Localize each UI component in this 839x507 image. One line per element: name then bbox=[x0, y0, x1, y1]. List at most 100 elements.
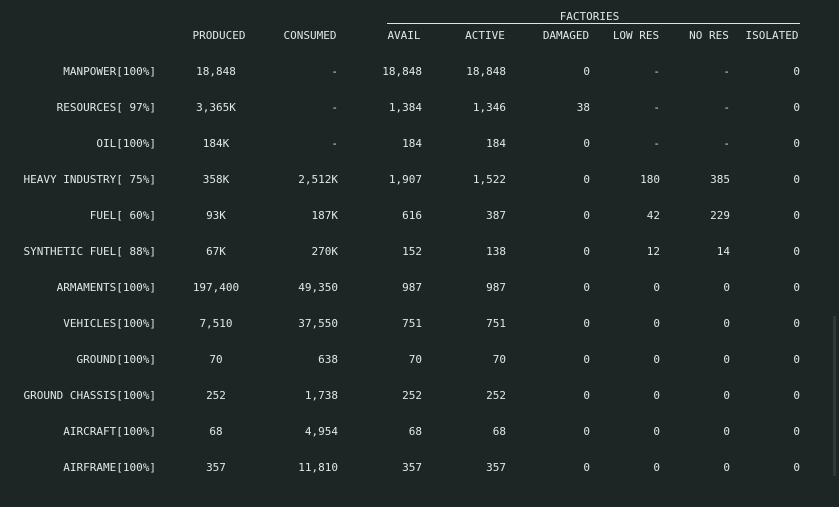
consumed-value: - bbox=[331, 137, 338, 150]
low-res-value: - bbox=[653, 137, 660, 150]
column-header-active: ACTIVE bbox=[465, 29, 505, 42]
column-header-damaged: DAMAGED bbox=[542, 29, 590, 42]
consumed-value: 49,350 bbox=[298, 281, 338, 294]
row-label: GROUND[100%] bbox=[76, 353, 156, 366]
avail-value: 70 bbox=[408, 353, 422, 366]
row-label: OIL[100%] bbox=[96, 137, 156, 150]
low-res-value: - bbox=[653, 101, 660, 114]
produced-value: 3,365K bbox=[196, 101, 236, 114]
no-res-value: - bbox=[723, 101, 730, 114]
produced-value: 184K bbox=[202, 137, 230, 150]
no-res-value: - bbox=[723, 65, 730, 78]
consumed-value: 187K bbox=[311, 209, 339, 222]
isolated-value: 0 bbox=[793, 389, 800, 402]
damaged-value: 0 bbox=[583, 461, 590, 474]
damaged-value: 0 bbox=[583, 65, 590, 78]
avail-value: 18,848 bbox=[382, 65, 422, 78]
no-res-value: 0 bbox=[723, 317, 730, 330]
no-res-value: - bbox=[723, 137, 730, 150]
isolated-value: 0 bbox=[793, 281, 800, 294]
isolated-value: 0 bbox=[793, 137, 800, 150]
row-label: ARMAMENTS[100%] bbox=[56, 281, 156, 294]
isolated-value: 0 bbox=[793, 173, 800, 186]
produced-value: 70 bbox=[209, 353, 223, 366]
avail-value: 1,907 bbox=[388, 173, 422, 186]
row-label: MANPOWER[100%] bbox=[63, 65, 156, 78]
low-res-value: 0 bbox=[653, 389, 660, 402]
active-value: 70 bbox=[492, 353, 506, 366]
damaged-value: 0 bbox=[583, 389, 590, 402]
active-value: 987 bbox=[486, 281, 506, 294]
low-res-value: - bbox=[653, 65, 660, 78]
damaged-value: 38 bbox=[576, 101, 590, 114]
consumed-value: 638 bbox=[318, 353, 338, 366]
column-header-avail: AVAIL bbox=[387, 29, 421, 42]
produced-value: 68 bbox=[209, 425, 223, 438]
column-header-low-res: LOW RES bbox=[612, 29, 660, 42]
avail-value: 616 bbox=[402, 209, 422, 222]
row-label: AIRFRAME[100%] bbox=[63, 461, 156, 474]
no-res-value: 0 bbox=[723, 389, 730, 402]
produced-value: 357 bbox=[206, 461, 226, 474]
consumed-value: 11,810 bbox=[298, 461, 338, 474]
row-label: HEAVY INDUSTRY[ 75%] bbox=[23, 173, 156, 186]
no-res-value: 229 bbox=[710, 209, 730, 222]
row-label: VEHICLES[100%] bbox=[63, 317, 156, 330]
low-res-value: 180 bbox=[640, 173, 660, 186]
low-res-value: 0 bbox=[653, 353, 660, 366]
isolated-value: 0 bbox=[793, 425, 800, 438]
produced-value: 93K bbox=[206, 209, 226, 222]
low-res-value: 0 bbox=[653, 425, 660, 438]
no-res-value: 0 bbox=[723, 461, 730, 474]
isolated-value: 0 bbox=[793, 353, 800, 366]
avail-value: 184 bbox=[402, 137, 422, 150]
isolated-value: 0 bbox=[793, 65, 800, 78]
produced-value: 18,848 bbox=[196, 65, 236, 78]
row-label: GROUND CHASSIS[100%] bbox=[23, 389, 156, 402]
consumed-value: 37,550 bbox=[298, 317, 338, 330]
active-value: 1,346 bbox=[472, 101, 506, 114]
no-res-value: 385 bbox=[710, 173, 730, 186]
active-value: 252 bbox=[486, 389, 506, 402]
consumed-value: 270K bbox=[311, 245, 339, 258]
consumed-value: 2,512K bbox=[298, 173, 338, 186]
no-res-value: 0 bbox=[723, 353, 730, 366]
active-value: 1,522 bbox=[472, 173, 506, 186]
active-value: 387 bbox=[486, 209, 506, 222]
avail-value: 1,384 bbox=[388, 101, 422, 114]
active-value: 357 bbox=[486, 461, 506, 474]
row-label: FUEL[ 60%] bbox=[89, 209, 156, 222]
consumed-value: 1,738 bbox=[304, 389, 338, 402]
produced-value: 67K bbox=[206, 245, 226, 258]
damaged-value: 0 bbox=[583, 317, 590, 330]
column-header-no-res: NO RES bbox=[689, 29, 729, 42]
low-res-value: 0 bbox=[653, 281, 660, 294]
damaged-value: 0 bbox=[583, 425, 590, 438]
column-header-isolated: ISOLATED bbox=[745, 29, 799, 42]
active-value: 68 bbox=[492, 425, 506, 438]
avail-value: 987 bbox=[402, 281, 422, 294]
scrollbar[interactable] bbox=[833, 316, 836, 476]
row-label: RESOURCES[ 97%] bbox=[56, 101, 156, 114]
avail-value: 68 bbox=[408, 425, 422, 438]
low-res-value: 42 bbox=[646, 209, 660, 222]
low-res-value: 0 bbox=[653, 317, 660, 330]
factories-group-header: FACTORIES bbox=[387, 11, 800, 24]
avail-value: 152 bbox=[402, 245, 422, 258]
isolated-value: 0 bbox=[793, 101, 800, 114]
low-res-value: 0 bbox=[653, 461, 660, 474]
row-label: SYNTHETIC FUEL[ 88%] bbox=[23, 245, 156, 258]
damaged-value: 0 bbox=[583, 353, 590, 366]
produced-value: 358K bbox=[202, 173, 230, 186]
low-res-value: 12 bbox=[646, 245, 660, 258]
produced-value: 7,510 bbox=[199, 317, 233, 330]
damaged-value: 0 bbox=[583, 209, 590, 222]
active-value: 751 bbox=[486, 317, 506, 330]
damaged-value: 0 bbox=[583, 173, 590, 186]
active-value: 138 bbox=[486, 245, 506, 258]
factories-title: FACTORIES bbox=[556, 11, 623, 23]
consumed-value: - bbox=[331, 65, 338, 78]
damaged-value: 0 bbox=[583, 281, 590, 294]
avail-value: 751 bbox=[402, 317, 422, 330]
